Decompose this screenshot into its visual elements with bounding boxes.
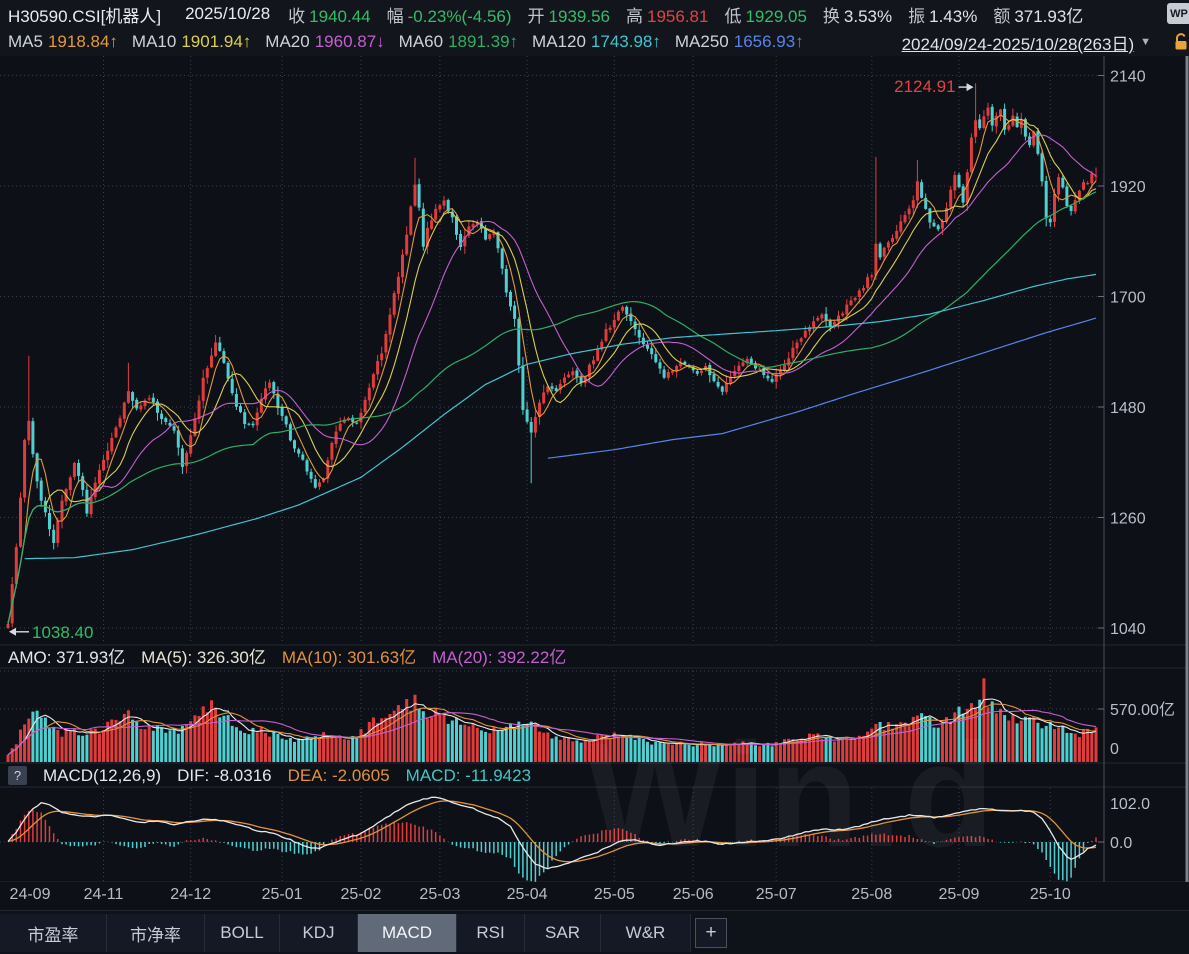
- tab-kdj[interactable]: KDJ: [280, 914, 358, 952]
- kline-chart-canvas[interactable]: 2124.91 1038.40 2140 1920 1700 1480 1260 1040 57…: [0, 56, 1189, 882]
- macd-params: MACD(12,26,9): [43, 765, 162, 785]
- tab-sar[interactable]: SAR: [525, 914, 601, 952]
- macd-legend: ? MACD(12,26,9) DIF: -8.0316 DEA: -2.060…: [0, 764, 1108, 787]
- indicator-tab-bar: 市盈率 市净率 BOLL KDJ MACD RSI SAR W&R +: [0, 910, 1189, 954]
- tab-boll[interactable]: BOLL: [205, 914, 280, 952]
- quote-field-low: 低 1929.05: [724, 6, 807, 26]
- macd-value: MACD: -11.9423: [405, 765, 532, 785]
- tab-macd[interactable]: MACD: [358, 914, 457, 952]
- low-annotation-arrow: [9, 627, 16, 636]
- wind-logo-button[interactable]: WP: [1167, 3, 1189, 24]
- macd-dif: DIF: -8.0316: [177, 765, 272, 785]
- svg-text:102.0: 102.0: [1110, 796, 1150, 813]
- x-axis-labels: 24-09 24-11 24-12 25-01 25-02 25-03 25-04 25-05…: [0, 884, 1189, 908]
- amo-ma5: MA(5): 326.30亿: [141, 648, 266, 667]
- quote-field-close: 收 1940.44: [288, 6, 371, 26]
- ma-values: MA5 1918.84↑ MA10 1901.94↑ MA20 1960.87↓ MA60 1…: [8, 32, 818, 52]
- help-icon[interactable]: ?: [8, 766, 27, 785]
- x-axis-label-24-09: 24-09: [9, 886, 51, 903]
- svg-text:0: 0: [1110, 741, 1119, 758]
- amo-value: AMO: 371.93亿: [8, 648, 126, 667]
- svg-text:1700: 1700: [1110, 290, 1146, 307]
- tab-pb-ratio[interactable]: 市净率: [107, 914, 205, 952]
- quote-field-change: 幅 -0.23%(-4.56): [386, 6, 512, 26]
- x-axis-label-25-04: 25-04: [506, 886, 548, 903]
- x-axis-label-25-01: 25-01: [261, 886, 303, 903]
- ma-item-ma60: MA60 1891.39↑: [398, 32, 519, 51]
- x-axis-label-24-12: 24-12: [170, 886, 212, 903]
- x-axis-label-25-05: 25-05: [593, 886, 635, 903]
- x-axis-label-25-10: 25-10: [1029, 886, 1071, 903]
- unlock-icon[interactable]: [1173, 33, 1189, 51]
- svg-text:1038.40: 1038.40: [32, 623, 93, 642]
- quote-field-turnover: 换 3.53%: [822, 6, 893, 26]
- svg-text:1260: 1260: [1110, 510, 1146, 527]
- ma-item-ma5: MA5 1918.84↑: [8, 32, 118, 51]
- ma-legend-bar: MA5 1918.84↑ MA10 1901.94↑ MA20 1960.87↓ MA60 1…: [0, 28, 1189, 56]
- high-annotation-arrow: [966, 83, 974, 92]
- svg-text:570.00亿: 570.00亿: [1110, 701, 1175, 719]
- x-axis-label-25-06: 25-06: [672, 886, 714, 903]
- quote-field-open: 开 1939.56: [527, 6, 610, 26]
- quote-date: 2025/10/28: [185, 4, 271, 23]
- quote-field-high: 高 1956.81: [626, 6, 709, 26]
- amo-ma10: MA(10): 301.63亿: [281, 648, 417, 667]
- chevron-down-icon[interactable]: ▼: [1140, 36, 1151, 48]
- symbol-title: H30590.CSI[机器人]: [8, 6, 162, 26]
- quote-field-amount: 额 371.93亿: [993, 6, 1084, 26]
- x-axis-label-25-08: 25-08: [851, 886, 893, 903]
- tab-wr[interactable]: W&R: [601, 914, 691, 952]
- quote-field-amplitude: 振 1.43%: [908, 6, 978, 26]
- tab-rsi[interactable]: RSI: [457, 914, 525, 952]
- quote-fields: 收 1940.44 幅 -0.23%(-4.56) 开 1939.56 高 1956.81 低 1…: [288, 2, 1099, 27]
- amo-ma20: MA(20): 392.22亿: [432, 648, 567, 667]
- svg-text:1480: 1480: [1110, 400, 1146, 417]
- add-indicator-button[interactable]: +: [695, 918, 727, 948]
- x-axis-label-25-07: 25-07: [755, 886, 797, 903]
- x-axis-label-24-11: 24-11: [83, 886, 124, 903]
- date-range-wrap: 2024/09/24-2025/10/28(263日) ▼: [902, 28, 1151, 56]
- date-range-selector[interactable]: 2024/09/24-2025/10/28(263日): [901, 34, 1135, 54]
- quote-header: H30590.CSI[机器人] 2025/10/28 收 1940.44 幅 -0.2…: [0, 0, 1189, 28]
- x-axis-label-25-03: 25-03: [419, 886, 461, 903]
- svg-text:1920: 1920: [1110, 179, 1146, 196]
- ma-item-ma10: MA10 1901.94↑: [131, 32, 252, 51]
- x-axis-label-25-02: 25-02: [340, 886, 382, 903]
- svg-text:2124.91: 2124.91: [894, 77, 955, 96]
- ma-item-ma120: MA120 1743.98↑: [532, 32, 661, 51]
- macd-dea: DEA: -2.0605: [287, 765, 390, 785]
- ma-item-ma20: MA20 1960.87↓: [265, 32, 385, 51]
- ma-item-ma250: MA250 1656.93↑: [674, 32, 804, 51]
- svg-text:2140: 2140: [1110, 69, 1146, 86]
- svg-text:1040: 1040: [1110, 621, 1146, 638]
- svg-text:0.0: 0.0: [1110, 835, 1132, 852]
- tab-pe-ratio[interactable]: 市盈率: [0, 914, 107, 952]
- amo-legend: AMO: 371.93亿 MA(5): 326.30亿 MA(10): 301.…: [0, 644, 1108, 667]
- x-axis-label-25-09: 25-09: [938, 886, 980, 903]
